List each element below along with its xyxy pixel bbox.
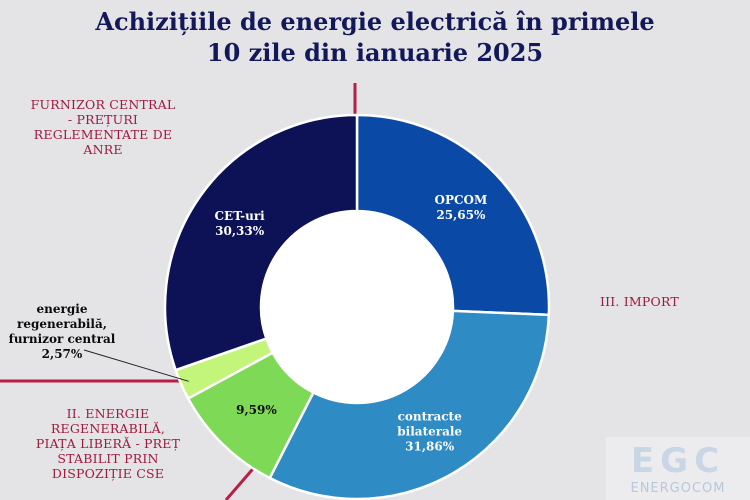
annotation-line: DISPOZIȚIE CSE (51, 466, 165, 481)
chart-title-line-2: 10 zile din ianuarie 2025 (206, 38, 544, 67)
donut-slice-4 (163, 113, 359, 372)
annotation-line: - PREȚURI (67, 112, 139, 127)
donut-hole (262, 212, 452, 402)
data-label-slice-4: CET-uri 30,33% (215, 209, 266, 238)
annotation-line: REGENERABILĂ, (50, 421, 166, 436)
data-label-slice-1: contracte bilaterale 31,86% (397, 409, 462, 453)
leader-line (83, 349, 189, 382)
watermark-company-name: ENERGOCOM (630, 481, 726, 496)
data-label-slice-3: energie regenerabilă, furnizor central 2,57… (9, 302, 116, 361)
donut-slice-1 (268, 309, 551, 500)
annotation-furnizor-central: FURNIZOR CENTRAL - PREȚURI REGLEMENTATE … (14, 97, 192, 157)
annotation-line: ANRE (83, 142, 123, 157)
annotation-line: REGLEMENTATE DE (33, 127, 173, 142)
annotation-line: PIAȚA LIBERĂ - PREȚ (35, 436, 181, 451)
annotation-energie-regenerabila: II. ENERGIE REGENERABILĂ, PIAȚA LIBERĂ -… (20, 406, 196, 481)
annotation-line: II. ENERGIE (66, 406, 150, 421)
watermark-logo-text: EGC (630, 441, 726, 481)
chart-title-line-1: Achizițiile de energie electrică în prim… (95, 7, 655, 36)
egc-watermark-logo: EGC ENERGOCOM (606, 437, 750, 500)
annotation-line: STABILIT PRIN (57, 451, 159, 466)
data-label-slice-0: OPCOM 25,65% (434, 193, 487, 222)
data-label-slice-2: 9,59% (236, 403, 277, 417)
chart-title: Achizițiile de energie electrică în prim… (0, 6, 750, 68)
annotation-import: III. IMPORT (600, 294, 679, 309)
donut-slice-0 (355, 113, 551, 317)
annotation-line: FURNIZOR CENTRAL (30, 97, 176, 112)
